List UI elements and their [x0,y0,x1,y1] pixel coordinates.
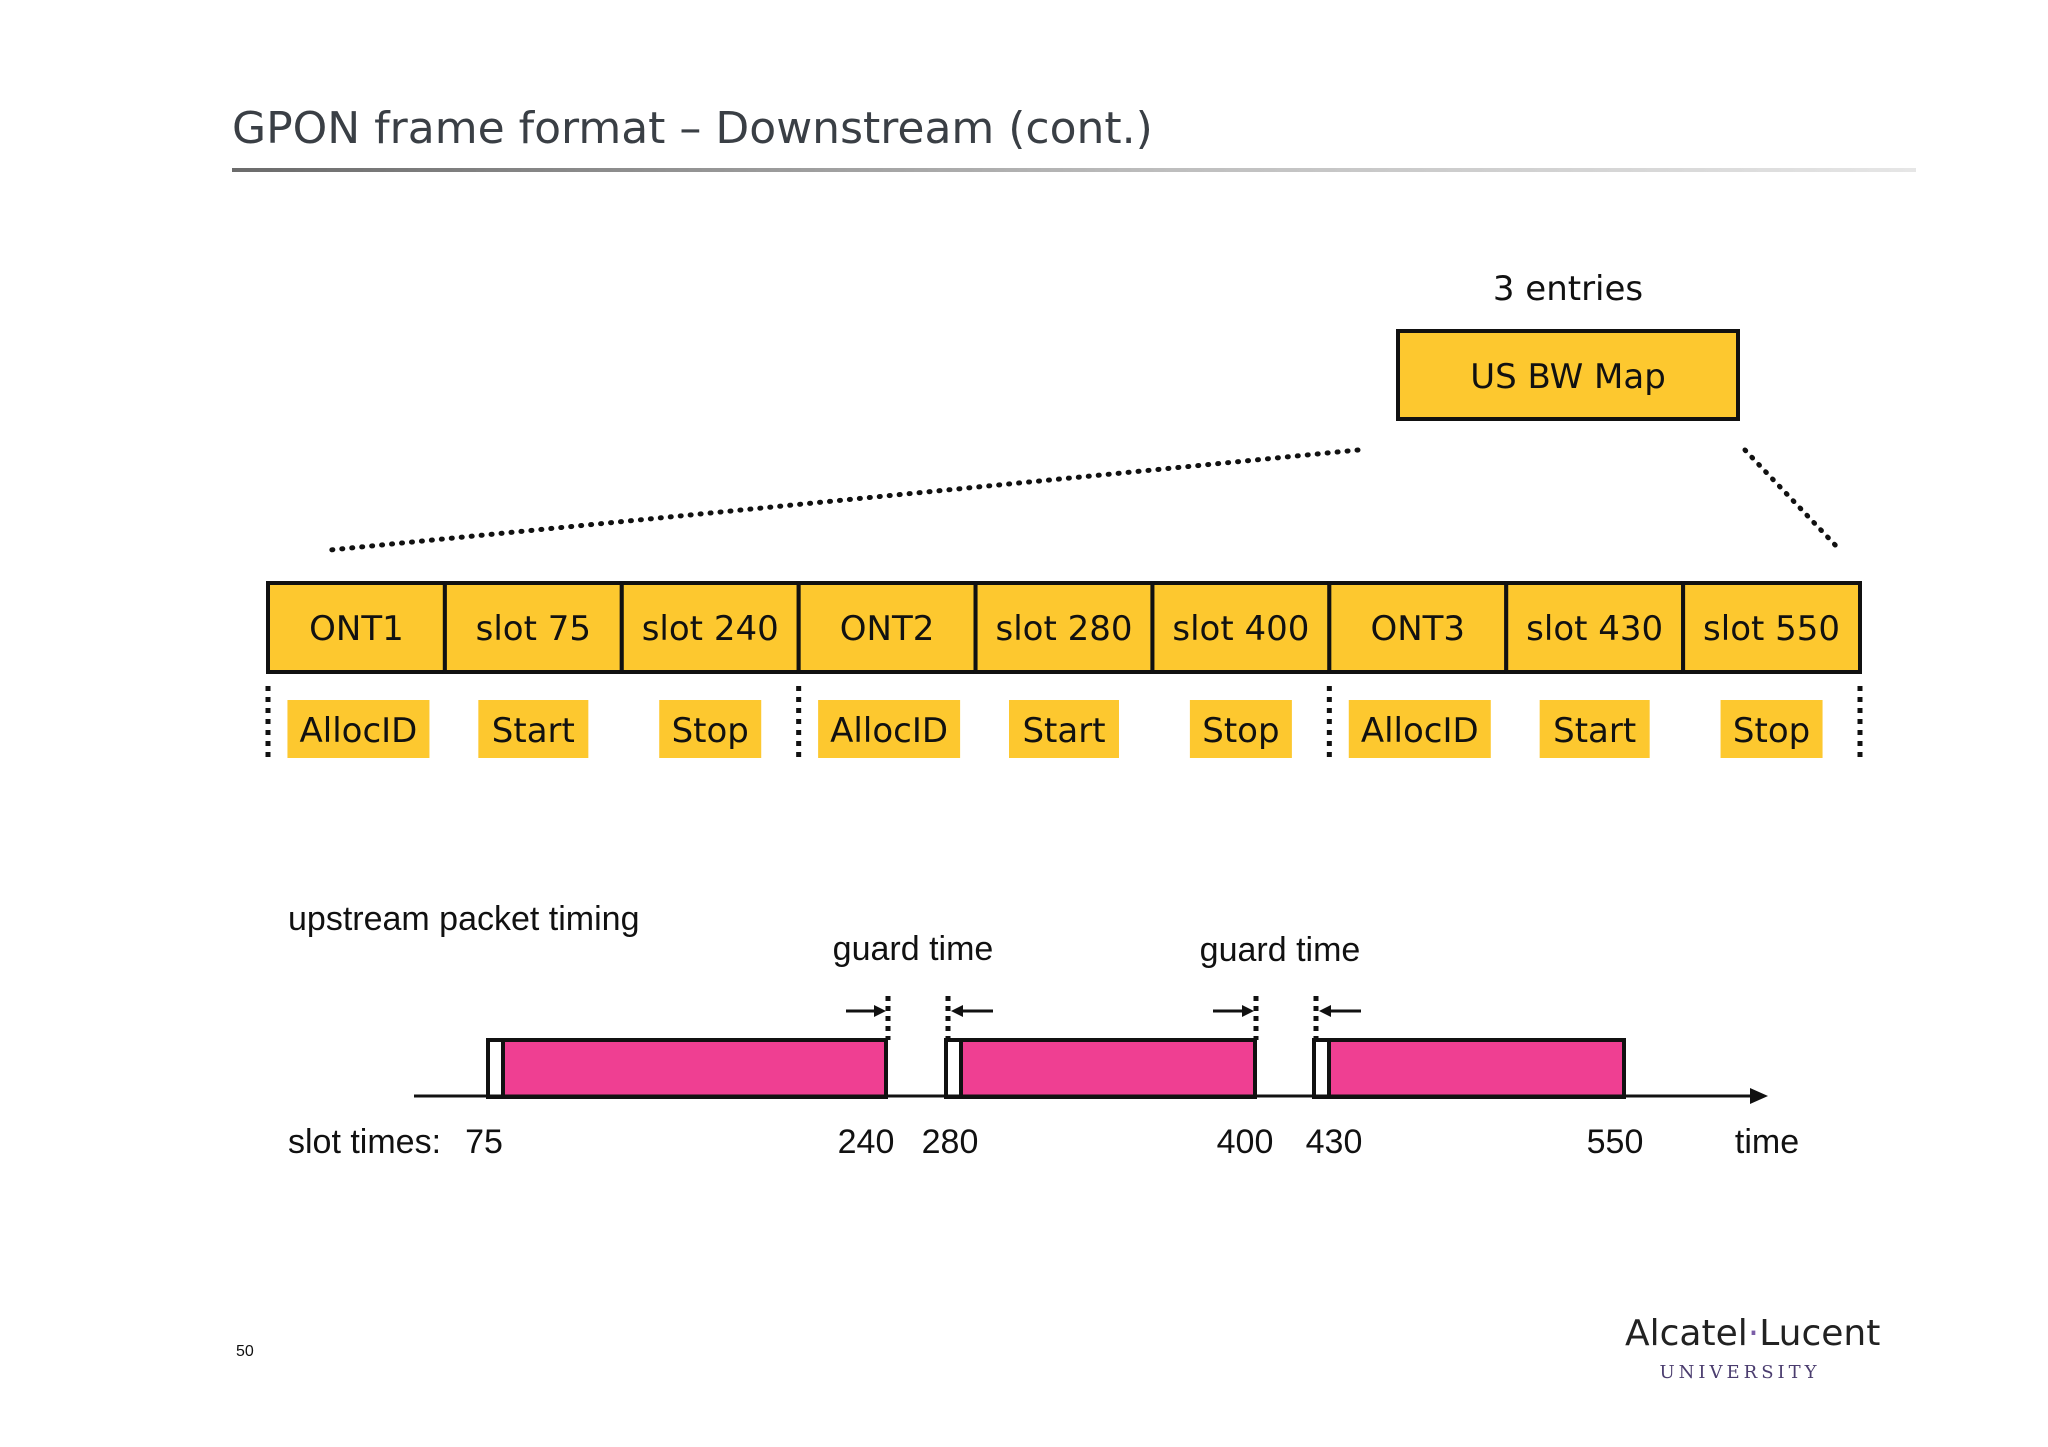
frame-cell-box [796,581,978,674]
guard-label-2: guard time [1200,931,1361,969]
logo-brand-left: Alcatel [1625,1313,1748,1354]
burst-preamble [944,1038,963,1099]
slot-time-tick: 75 [465,1123,503,1161]
entries-label: 3 entries [1493,269,1643,309]
field-label-box [1009,700,1119,758]
field-label-box [659,700,762,758]
guard-label-1: guard time [833,930,994,968]
field-label-box [818,700,961,758]
field-label-box [1539,700,1650,758]
frame-cell-box [266,581,447,674]
upstream-burst [959,1038,1257,1099]
field-label-box [287,700,430,758]
alcatel-lucent-logo: Alcatel·Lucent UNIVERSITY [1625,1313,1880,1383]
time-label: time [1735,1123,1799,1161]
upstream-burst [501,1038,888,1099]
frame-cell-box [442,581,624,674]
field-label-box [1720,700,1823,758]
frame-cell-label: ONT2 [840,609,935,649]
burst-preamble [486,1038,505,1099]
logo-wordmark: Alcatel·Lucent [1625,1313,1880,1354]
field-label: AllocID [300,711,418,751]
field-row: AllocID Start Stop AllocID Start Stop AllocID S… [265,686,1863,760]
tick-labels: 75 240 280 400 430 550 [465,1123,1643,1161]
frame-cell-label: slot 550 [1703,609,1840,649]
frame-cell-label: slot 400 [1172,609,1309,649]
frame-cell-label: slot 430 [1526,609,1663,649]
frame-cell-label: ONT1 [309,609,404,649]
expand-line-right [1742,447,1841,551]
title-rule [232,168,1916,172]
frame-cell-label: slot 280 [996,609,1133,649]
frame-cell-box [1681,581,1862,674]
slot-time-tick: 400 [1217,1123,1274,1161]
frame-cell-label: ONT3 [1370,609,1465,649]
guard-arrowhead [1242,1005,1254,1017]
frame-cell-box [973,581,1155,674]
timing-label: upstream packet timing [288,900,640,938]
frame-cell-label: slot 75 [476,609,591,649]
page-title: GPON frame format – Downstream (cont.) [232,103,1153,154]
upstream-burst [1327,1038,1626,1099]
logo-brand-dot: · [1748,1313,1759,1354]
frame-row: ONT1 slot 75 slot 240 ONT2 slot 280 slot 400 O… [266,581,1862,674]
logo-brand-right: Lucent [1759,1313,1880,1354]
frame-cell-box [619,581,801,674]
field-label: Start [1022,711,1105,751]
slot-time-tick: 550 [1587,1123,1644,1161]
bwmap-label: US BW Map [1470,357,1666,397]
slot-time-tick: 280 [922,1123,979,1161]
logo-subtitle: UNIVERSITY [1659,1362,1820,1383]
guard-arrowhead [874,1005,886,1017]
field-label: Start [1553,711,1636,751]
field-label-box [1189,700,1292,758]
field-label: Stop [1202,711,1279,751]
guard-arrowhead [951,1005,963,1017]
field-label: Start [492,711,575,751]
bwmap-box [1396,329,1740,421]
field-label: AllocID [830,711,948,751]
frame-cell-box [1504,581,1686,674]
slot-time-tick: 430 [1306,1123,1363,1161]
field-label: Stop [1733,711,1810,751]
field-label-box [478,700,589,758]
burst-preamble [1312,1038,1331,1099]
time-axis-arrowhead [1750,1088,1768,1104]
expand-line-left [327,447,1361,553]
page-number: 50 [236,1343,254,1360]
frame-cell-box [1327,581,1509,674]
guard-arrowhead [1319,1005,1331,1017]
timing-marks [486,996,1626,1099]
field-label: Stop [672,711,749,751]
field-label-box [1348,700,1491,758]
field-label: AllocID [1361,711,1479,751]
slot-time-tick: 240 [838,1123,895,1161]
slot-times-label: slot times: [288,1123,441,1161]
frame-cell-label: slot 240 [642,609,779,649]
